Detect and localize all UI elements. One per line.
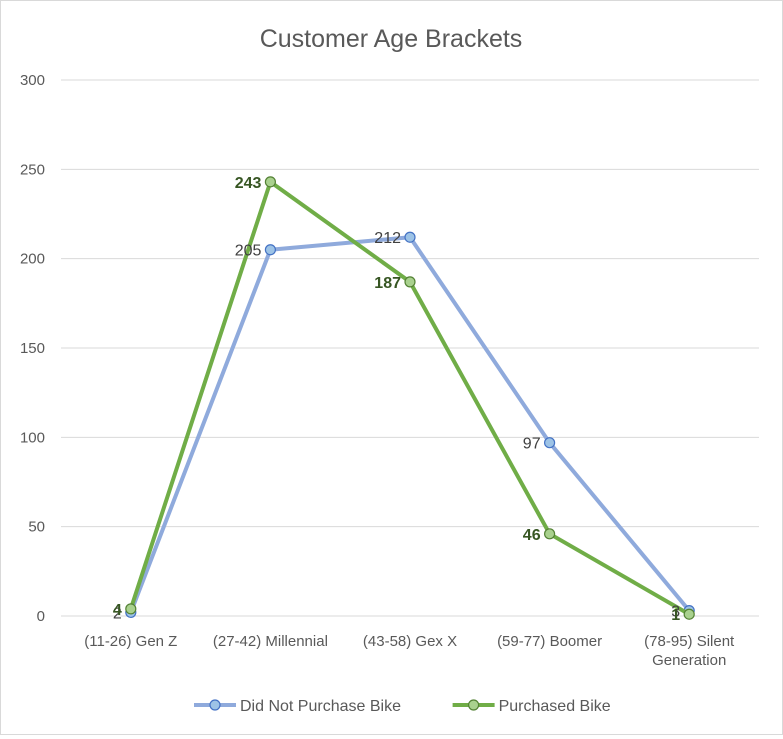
data-label: 97 (523, 436, 541, 453)
chart-title: Customer Age Brackets (260, 25, 523, 53)
y-tick-label: 150 (20, 340, 45, 357)
legend-label: Purchased Bike (499, 698, 611, 715)
data-label: 3 (671, 604, 680, 621)
legend-marker-1 (468, 699, 480, 711)
y-tick-label: 100 (20, 429, 45, 446)
series-1-point (264, 176, 276, 188)
data-label: 212 (374, 230, 401, 247)
y-tick-label: 250 (20, 161, 45, 178)
series-0-point (264, 244, 276, 256)
series-0-point (543, 437, 556, 449)
y-tick-label: 0 (37, 608, 45, 625)
series-1-point (125, 603, 137, 615)
x-tick-label: (11-26) Gen Z (84, 633, 177, 650)
series-1-point (404, 276, 416, 288)
series-line-0 (128, 235, 692, 615)
data-label: 205 (235, 243, 262, 260)
y-axis: 0 50 100 150 200 250 300 (20, 72, 45, 625)
data-label: 1 (671, 607, 680, 624)
legend: Did Not Purchase Bike Purchased Bike (194, 698, 611, 715)
data-label: 243 (235, 175, 262, 192)
series-0-point (404, 231, 416, 243)
x-tick-label: (78-95) Silent Generation (644, 633, 735, 669)
x-axis: (11-26) Gen Z (27-42) Millennial (43-58) G… (84, 633, 735, 669)
data-label: 2 (113, 605, 122, 622)
legend-label: Did Not Purchase Bike (240, 698, 401, 715)
y-tick-label: 50 (28, 519, 45, 536)
x-tick-label: (59-77) Boomer (497, 633, 602, 650)
series-1-point (543, 528, 556, 540)
legend-marker-0 (209, 699, 221, 711)
data-label: 187 (374, 275, 401, 292)
x-tick-label: (43-58) Gex X (363, 633, 457, 650)
gridlines (61, 79, 759, 617)
series-layer (125, 176, 695, 620)
data-labels: 2 205 212 97 3 4 243 187 46 1 (113, 175, 680, 624)
y-tick-label: 200 (20, 251, 45, 268)
series-1-point (683, 608, 695, 620)
data-label: 46 (523, 527, 541, 544)
y-tick-label: 300 (20, 72, 45, 89)
data-label: 4 (113, 602, 122, 619)
x-tick-label: (27-42) Millennial (213, 633, 328, 650)
